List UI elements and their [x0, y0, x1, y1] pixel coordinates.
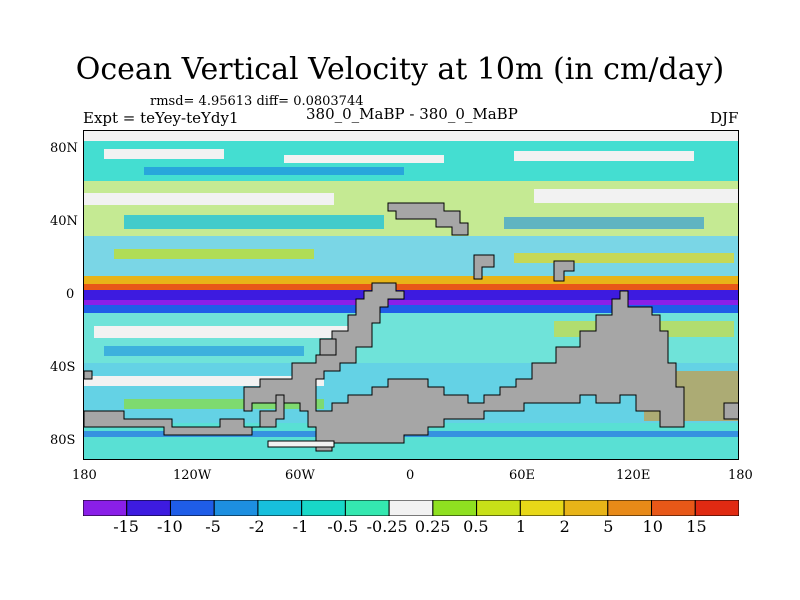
land-island: [319, 338, 337, 356]
xtick-label: 120E: [616, 468, 651, 483]
colorbar-label: -0.5: [327, 517, 359, 536]
land-island: [84, 370, 93, 380]
field-patch: [94, 326, 354, 338]
ice-shelf: [267, 440, 335, 448]
colorbar-swatch: [257, 500, 303, 516]
field-patch: [114, 249, 314, 259]
land-south-west: [84, 394, 285, 436]
land-north: [387, 202, 469, 236]
ytick-label: 80S: [50, 433, 76, 448]
colorbar-label: 0.5: [463, 517, 489, 536]
colorbar-label: 5: [603, 517, 614, 536]
colorbar-label: -5: [205, 517, 221, 536]
map-panel: [83, 130, 739, 460]
field-patch: [124, 399, 324, 409]
field-band-eq-upwell: [84, 284, 738, 290]
colorbar-swatch: [694, 500, 739, 516]
ytick-label: 0: [66, 287, 75, 302]
colorbar-swatch: [651, 500, 696, 516]
colorbar-swatch: [169, 500, 215, 516]
colorbar-label: -15: [113, 517, 139, 536]
colorbar-label: -1: [292, 517, 309, 536]
colorbar-swatch: [83, 500, 128, 516]
field-patch: [504, 217, 704, 229]
velocity-field-map: [84, 131, 738, 459]
field-patch: [514, 151, 694, 161]
field-patch: [104, 149, 224, 159]
colorbar-label: -0.25: [366, 517, 408, 536]
colorbar-swatch: [607, 500, 653, 516]
field-patch: [514, 253, 734, 263]
colorbar-label: 2: [559, 517, 570, 536]
field-patch: [84, 193, 334, 205]
field-patch: [534, 189, 738, 203]
field-patch: [84, 376, 324, 386]
xtick-label: 0: [406, 468, 415, 483]
colorbar-swatch: [126, 500, 171, 516]
ytick-label: 40S: [50, 360, 76, 375]
land-island: [473, 254, 495, 280]
colorbar-label: 15: [686, 517, 707, 536]
colorbar-swatch: [388, 500, 434, 516]
colorbar-label: 1: [515, 517, 527, 536]
field-band-eq-south: [84, 305, 738, 313]
field-patch: [144, 167, 404, 175]
plot-title: Ocean Vertical Velocity at 10m (in cm/da…: [75, 52, 725, 87]
field-band-eq-north: [84, 276, 738, 284]
field-patch: [104, 346, 304, 356]
case-label: 380_0_MaBP - 380_0_MaBP: [306, 105, 518, 123]
colorbar-swatch: [301, 500, 346, 516]
colorbar-label: 10: [642, 517, 663, 536]
stats-label: rmsd= 4.95613 diff= 0.0803744: [150, 94, 364, 109]
season-label: DJF: [710, 109, 739, 127]
colorbar-swatch: [432, 500, 478, 516]
colorbar-swatch: [563, 500, 609, 516]
colorbar-swatch: [344, 500, 390, 516]
xtick-label: 60E: [509, 468, 536, 483]
land-island: [553, 260, 575, 282]
ytick-label: 80N: [50, 141, 78, 156]
xtick-label: 60W: [285, 468, 315, 483]
xtick-label: 180: [72, 468, 97, 483]
experiment-label: Expt = teYey-teYdy1: [83, 109, 239, 127]
colorbar-swatch: [476, 500, 521, 516]
field-patch: [124, 215, 384, 229]
xtick-label: 180: [728, 468, 753, 483]
field-band-eq-down: [84, 290, 738, 300]
colorbar-label: -2: [248, 517, 265, 536]
colorbar-swatch: [213, 500, 259, 516]
xtick-label: 120W: [173, 468, 212, 483]
colorbar: [83, 500, 739, 516]
colorbar-swatch: [519, 500, 565, 516]
field-patch: [284, 155, 444, 163]
land-island: [723, 402, 738, 420]
land-main-continent: [243, 282, 685, 452]
ytick-label: 40N: [50, 214, 78, 229]
land-masses: [84, 202, 738, 452]
field-band-eq-core: [84, 300, 738, 305]
colorbar-label: 0.25: [414, 517, 451, 536]
colorbar-label: -10: [156, 517, 183, 536]
